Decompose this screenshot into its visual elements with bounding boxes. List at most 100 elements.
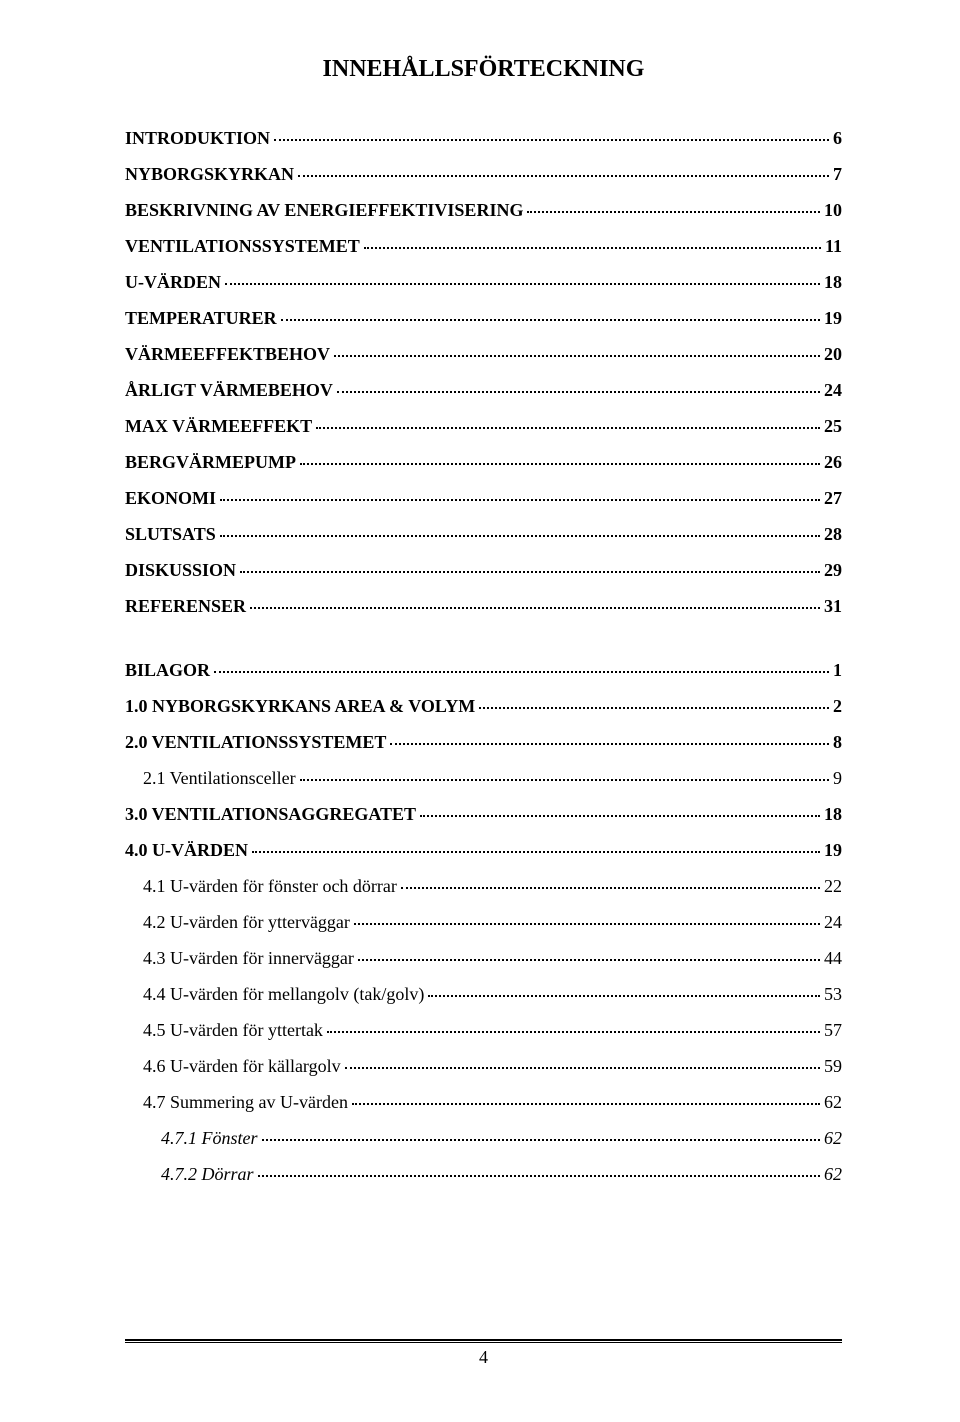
table-of-contents: INTRODUKTION6NYBORGSKYRKAN7BESKRIVNING A… — [125, 129, 842, 1183]
toc-row: U-VÄRDEN 18 — [125, 273, 842, 291]
toc-label: 3.0 VENTILATIONSAGGREGATET — [125, 805, 416, 823]
toc-leader-dots — [420, 815, 820, 817]
toc-row: BILAGOR 1 — [125, 661, 842, 679]
toc-label: BILAGOR — [125, 661, 210, 679]
toc-row: 4.6 U-värden för källargolv 59 — [125, 1057, 842, 1075]
toc-leader-dots — [281, 319, 820, 321]
toc-page-number: 62 — [824, 1129, 842, 1147]
toc-page-number: 25 — [824, 417, 842, 435]
toc-label: DISKUSSION — [125, 561, 236, 579]
toc-row: REFERENSER 31 — [125, 597, 842, 615]
toc-leader-dots — [220, 535, 820, 537]
toc-leader-dots — [401, 887, 820, 889]
toc-row: INTRODUKTION 6 — [125, 129, 842, 147]
toc-leader-dots — [327, 1031, 820, 1033]
toc-row: 4.2 U-värden för ytterväggar24 — [125, 913, 842, 931]
toc-label: 4.5 U-värden för yttertak — [143, 1021, 323, 1039]
toc-label: VENTILATIONSSYSTEMET — [125, 237, 360, 255]
toc-page-number: 26 — [824, 453, 842, 471]
toc-leader-dots — [300, 779, 829, 781]
toc-page-number: 10 — [824, 201, 842, 219]
toc-row: 4.7 Summering av U-värden 62 — [125, 1093, 842, 1111]
toc-leader-dots — [214, 671, 829, 673]
toc-label: MAX VÄRMEEFFEKT — [125, 417, 312, 435]
toc-page-number: 7 — [833, 165, 842, 183]
footer: 4 — [125, 1339, 842, 1368]
toc-page-number: 22 — [824, 877, 842, 895]
toc-page-number: 59 — [824, 1057, 842, 1075]
toc-row: 4.1 U-värden för fönster och dörrar 22 — [125, 877, 842, 895]
toc-label: 4.3 U-värden för innerväggar — [143, 949, 354, 967]
toc-page-number: 19 — [824, 309, 842, 327]
toc-page-number: 18 — [824, 273, 842, 291]
toc-page-number: 62 — [824, 1093, 842, 1111]
toc-page-number: 57 — [824, 1021, 842, 1039]
toc-row: 2.0 VENTILATIONSSYSTEMET8 — [125, 733, 842, 751]
toc-row: 1.0 NYBORGSKYRKANS AREA & VOLYM 2 — [125, 697, 842, 715]
toc-page-number: 1 — [833, 661, 842, 679]
toc-page-number: 11 — [825, 237, 842, 255]
toc-label: U-VÄRDEN — [125, 273, 221, 291]
toc-page-number: 2 — [833, 697, 842, 715]
toc-label: VÄRMEEFFEKTBEHOV — [125, 345, 330, 363]
toc-label: 4.1 U-värden för fönster och dörrar — [143, 877, 397, 895]
toc-label: 1.0 NYBORGSKYRKANS AREA & VOLYM — [125, 697, 475, 715]
toc-leader-dots — [240, 571, 820, 573]
toc-leader-dots — [252, 851, 820, 853]
toc-leader-dots — [298, 175, 829, 177]
toc-page-number: 18 — [824, 805, 842, 823]
toc-leader-dots — [352, 1103, 820, 1105]
toc-row: NYBORGSKYRKAN7 — [125, 165, 842, 183]
toc-label: SLUTSATS — [125, 525, 216, 543]
toc-leader-dots — [250, 607, 820, 609]
toc-page-number: 53 — [824, 985, 842, 1003]
toc-leader-dots — [300, 463, 820, 465]
toc-page-number: 31 — [824, 597, 842, 615]
toc-leader-dots — [334, 355, 820, 357]
toc-leader-dots — [527, 211, 820, 213]
toc-row: 4.7.2 Dörrar62 — [125, 1165, 842, 1183]
toc-label: REFERENSER — [125, 597, 246, 615]
toc-label: 2.1 Ventilationsceller — [143, 769, 296, 787]
toc-leader-dots — [337, 391, 820, 393]
toc-row: VÄRMEEFFEKTBEHOV 20 — [125, 345, 842, 363]
toc-row: EKONOMI27 — [125, 489, 842, 507]
toc-row: 4.0 U-VÄRDEN19 — [125, 841, 842, 859]
toc-row: VENTILATIONSSYSTEMET 11 — [125, 237, 842, 255]
toc-row: 3.0 VENTILATIONSAGGREGATET 18 — [125, 805, 842, 823]
toc-row: 4.5 U-värden för yttertak 57 — [125, 1021, 842, 1039]
toc-page-number: 6 — [833, 129, 842, 147]
toc-leader-dots — [428, 995, 820, 997]
toc-leader-dots — [354, 923, 820, 925]
toc-row: ÅRLIGT VÄRMEBEHOV24 — [125, 381, 842, 399]
page: INNEHÅLLSFÖRTECKNING INTRODUKTION 6 NYBORG… — [0, 0, 960, 1422]
toc-label: EKONOMI — [125, 489, 216, 507]
toc-page-number: 62 — [824, 1165, 842, 1183]
toc-page-number: 24 — [824, 913, 842, 931]
toc-leader-dots — [479, 707, 829, 709]
toc-label: 4.6 U-värden för källargolv — [143, 1057, 341, 1075]
toc-leader-dots — [316, 427, 820, 429]
toc-leader-dots — [220, 499, 820, 501]
toc-leader-dots — [225, 283, 820, 285]
toc-label: INTRODUKTION — [125, 129, 270, 147]
toc-label: 4.0 U-VÄRDEN — [125, 841, 248, 859]
toc-row: DISKUSSION29 — [125, 561, 842, 579]
toc-label: 4.4 U-värden för mellangolv (tak/golv) — [143, 985, 424, 1003]
toc-row: TEMPERATURER 19 — [125, 309, 842, 327]
toc-row: BERGVÄRMEPUMP 26 — [125, 453, 842, 471]
toc-label: ÅRLIGT VÄRMEBEHOV — [125, 381, 333, 399]
toc-label: BERGVÄRMEPUMP — [125, 453, 296, 471]
toc-label: TEMPERATURER — [125, 309, 277, 327]
page-title: INNEHÅLLSFÖRTECKNING — [125, 56, 842, 83]
toc-row: MAX VÄRMEEFFEKT 25 — [125, 417, 842, 435]
footer-rule — [125, 1339, 842, 1343]
toc-label: 4.7.1 Fönster — [161, 1129, 258, 1147]
toc-row: 4.4 U-värden för mellangolv (tak/golv) 53 — [125, 985, 842, 1003]
toc-leader-dots — [262, 1139, 821, 1141]
toc-page-number: 20 — [824, 345, 842, 363]
toc-label: 4.7 Summering av U-värden — [143, 1093, 348, 1111]
toc-leader-dots — [258, 1175, 820, 1177]
toc-leader-dots — [364, 247, 821, 249]
toc-leader-dots — [274, 139, 829, 141]
